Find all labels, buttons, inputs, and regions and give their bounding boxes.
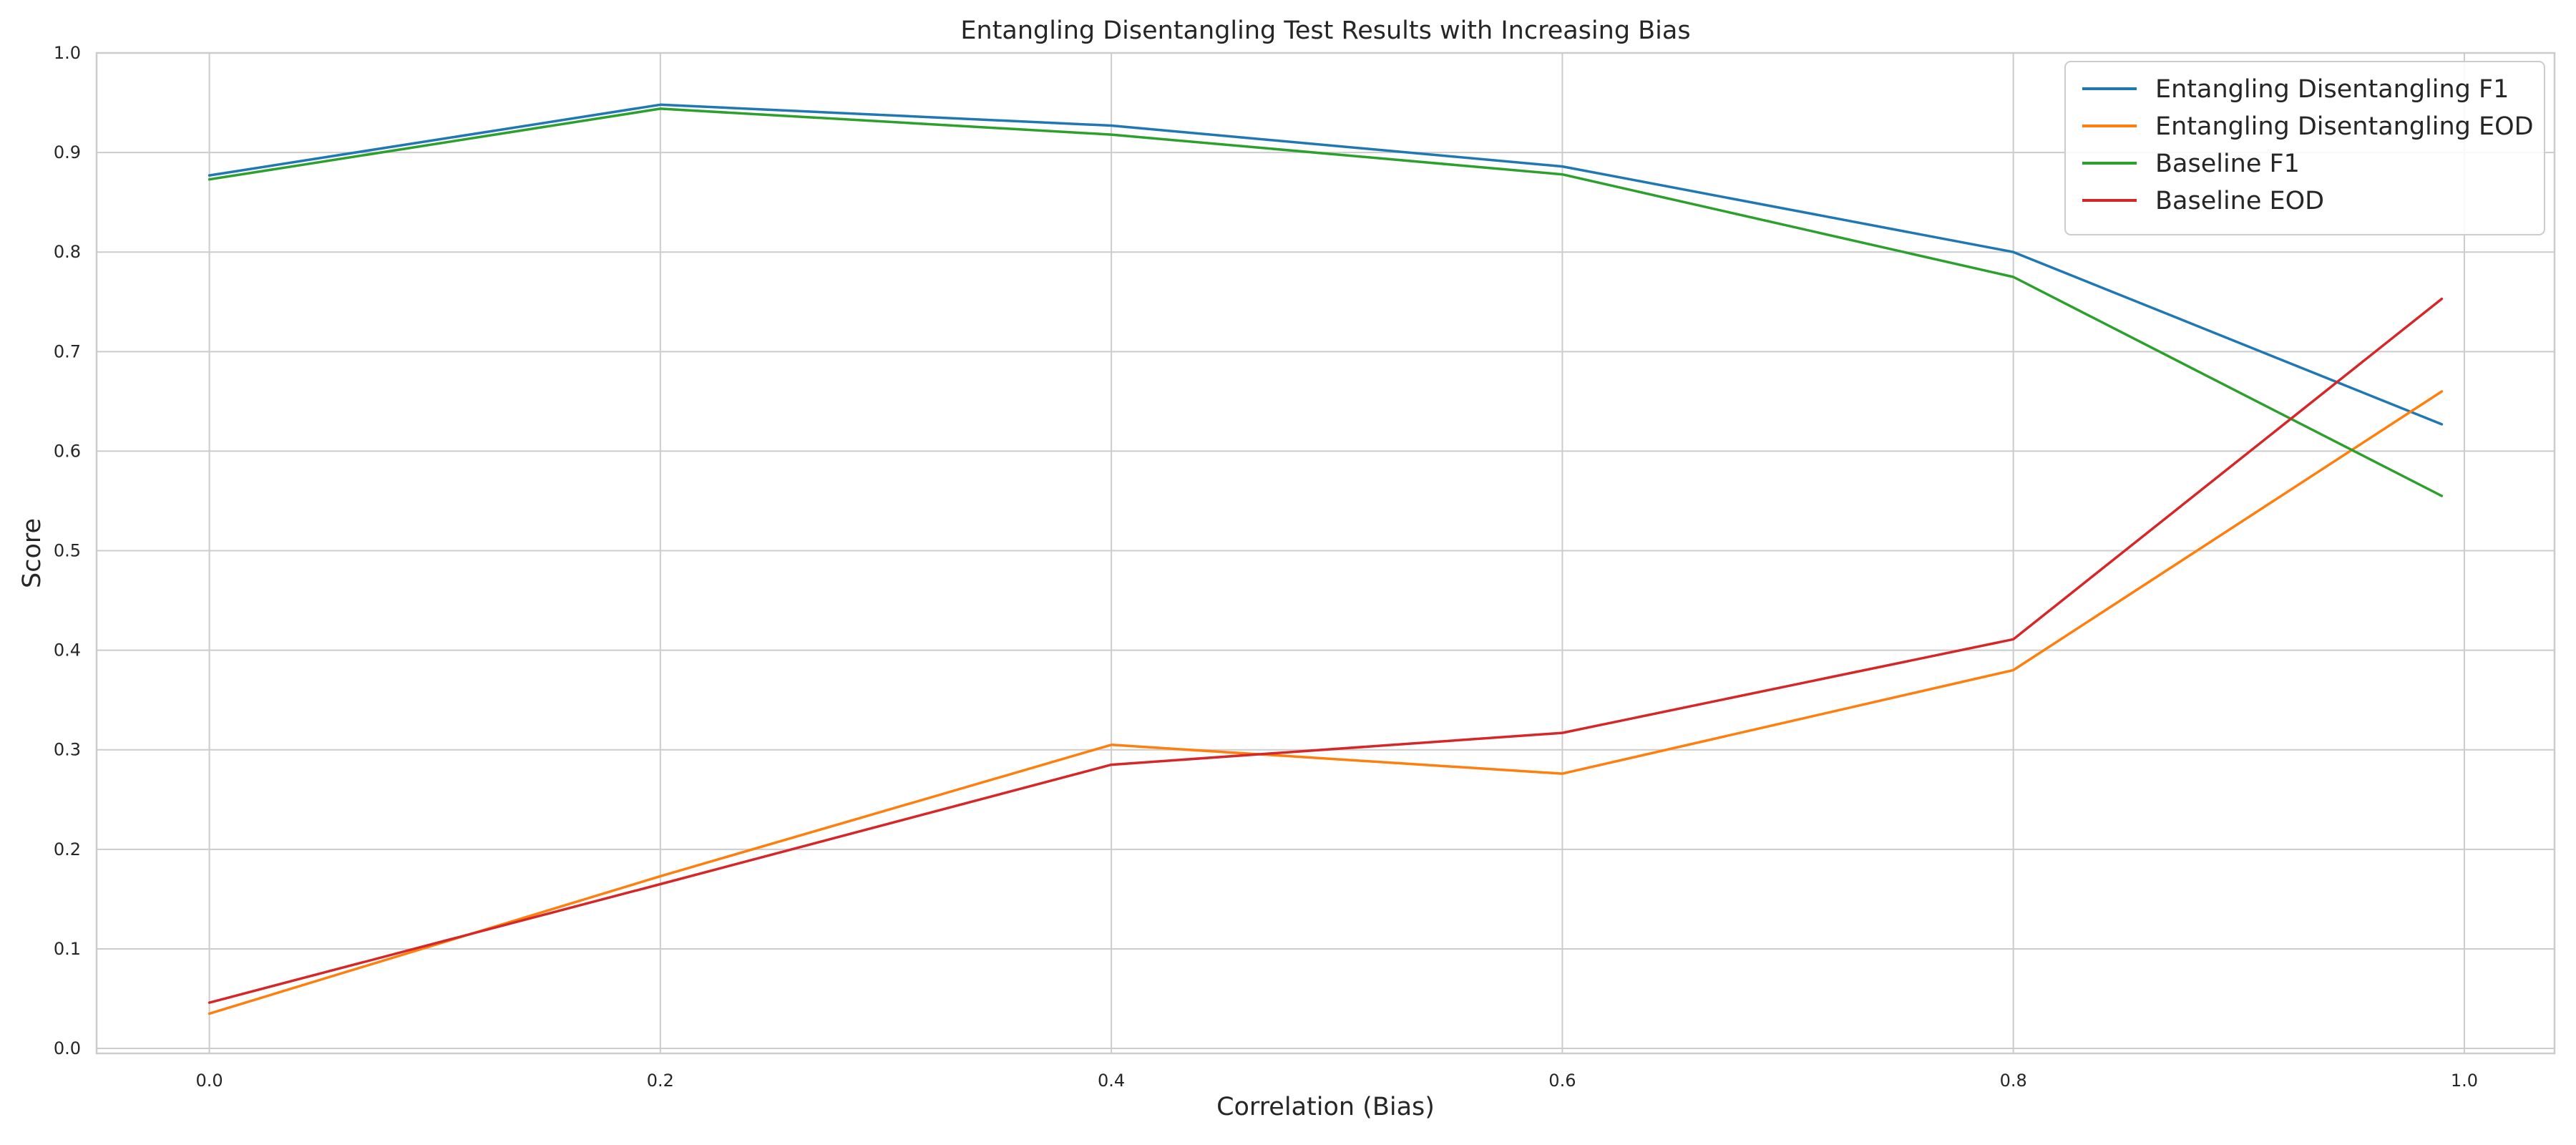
x-tick-label: 0.0	[195, 1071, 223, 1091]
x-axis-label: Correlation (Bias)	[1216, 1093, 1435, 1121]
y-tick-label: 0.8	[54, 242, 81, 262]
legend-label: Baseline EOD	[2155, 187, 2324, 215]
y-tick-label: 0.0	[54, 1038, 81, 1058]
y-tick-label: 0.4	[54, 640, 81, 661]
y-tick-label: 0.5	[54, 541, 81, 561]
y-tick-label: 0.3	[54, 740, 81, 760]
legend-frame	[2064, 61, 2545, 235]
x-tick-label: 0.6	[1548, 1071, 1576, 1091]
series-lines	[208, 103, 2444, 1015]
y-tick-label: 0.2	[54, 839, 81, 859]
series-line-3	[208, 297, 2444, 1004]
y-tick-label: 0.7	[54, 341, 81, 361]
y-tick-label: 0.6	[54, 441, 81, 461]
x-tick-label: 0.2	[647, 1071, 674, 1091]
series-line-2	[208, 107, 2444, 497]
y-tick-label: 0.9	[54, 142, 81, 162]
legend-label: Entangling Disentangling F1	[2155, 75, 2509, 104]
x-tick-label: 1.0	[2451, 1071, 2478, 1091]
x-tick-label: 0.8	[2000, 1071, 2027, 1091]
tick-labels: 0.0 0.2 0.4 0.6 0.8 1.0 0.0 0.1 0.2 0.3 0.4 0.5 0.6 0…	[54, 43, 2478, 1091]
x-tick-label: 0.4	[1098, 1071, 1125, 1091]
legend-label: Entangling Disentangling EOD	[2155, 112, 2534, 141]
y-axis-label: Score	[18, 518, 47, 588]
chart-title: Entangling Disentangling Test Results wi…	[960, 16, 1690, 45]
y-tick-label: 1.0	[54, 43, 81, 63]
legend-label: Baseline F1	[2155, 150, 2300, 178]
series-line-0	[208, 103, 2444, 426]
plot-frame	[95, 52, 2556, 1055]
y-tick-label: 0.1	[54, 939, 81, 959]
series-line-1	[208, 390, 2444, 1015]
legend: Entangling Disentangling F1 Entangling Di…	[2064, 61, 2545, 235]
